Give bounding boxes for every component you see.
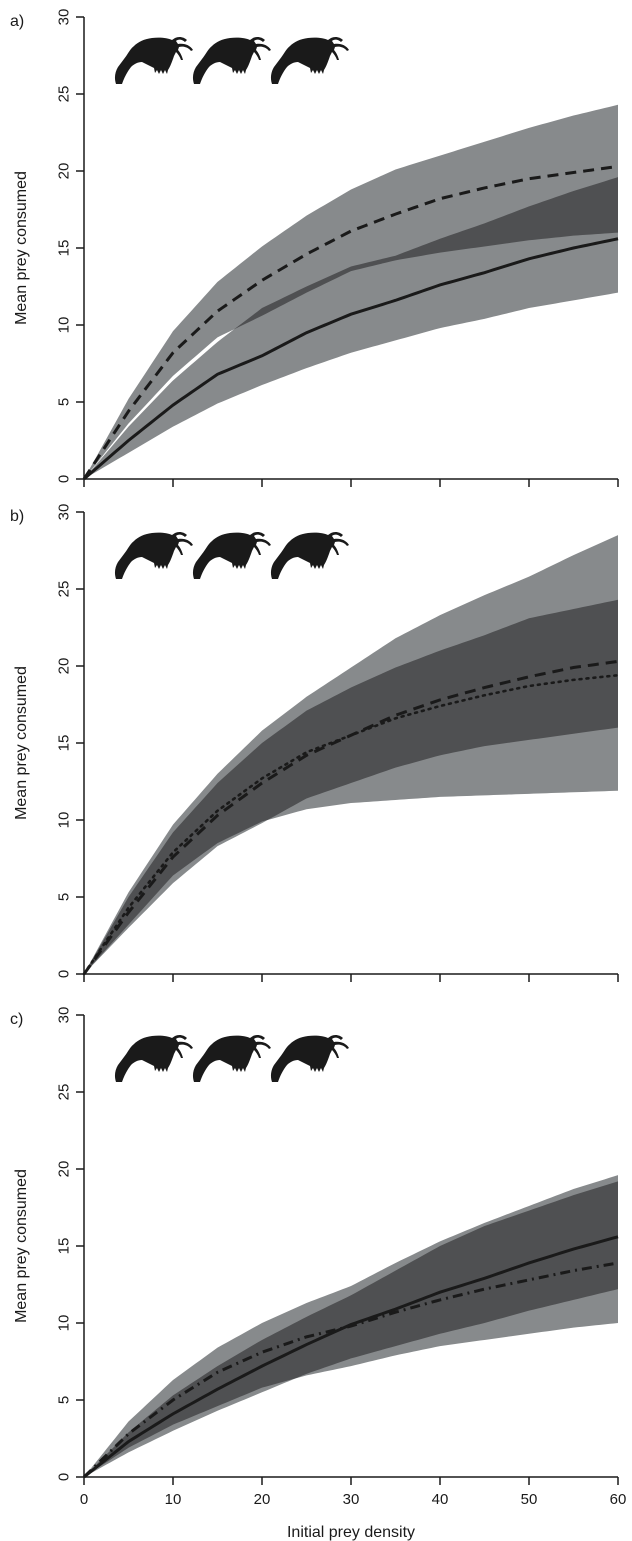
y-tick-label: 5 [56, 398, 73, 406]
y-tick-label: 20 [56, 1161, 73, 1178]
y-tick-label: 15 [56, 735, 73, 752]
y-tick-label: 30 [56, 9, 73, 26]
amphipod-icon [192, 1034, 271, 1082]
series-line-dashed [82, 164, 619, 480]
y-tick-label: 10 [56, 1315, 73, 1332]
x-tick-label: 40 [432, 1491, 449, 1508]
amphipod-icon [114, 36, 193, 84]
y-axis-title: Mean prey consumed [13, 171, 30, 325]
y-tick-label: 25 [56, 86, 73, 103]
y-tick-label: 0 [56, 475, 73, 483]
series-line-dotted [82, 673, 620, 976]
amphipod-icon [192, 36, 271, 84]
y-axis-title: Mean prey consumed [13, 666, 30, 820]
x-tick-label: 20 [254, 1491, 271, 1508]
y-tick-label: 5 [56, 893, 73, 901]
axes: 0 5 10 15 20 25 30 0 10 20 30 40 50 60 [56, 1007, 627, 1508]
y-tick-label: 20 [56, 658, 73, 675]
amphipod-icon [114, 531, 193, 579]
y-tick-label: 0 [56, 970, 73, 978]
y-tick-label: 30 [56, 1007, 73, 1024]
ci-band-solid [84, 177, 618, 479]
panel-b: 0 5 10 15 20 25 30 Mean prey consumed b) [10, 504, 620, 982]
y-tick-label: 0 [56, 1473, 73, 1481]
amphipod-icon [270, 531, 349, 579]
series-line-dashdot [82, 1261, 619, 1479]
y-tick-label: 15 [56, 240, 73, 257]
x-tick-label: 50 [521, 1491, 538, 1508]
panel-label: c) [10, 1011, 23, 1028]
axes: 0 5 10 15 20 25 30 [56, 9, 619, 487]
y-tick-label: 15 [56, 1238, 73, 1255]
amphipod-icon [192, 531, 271, 579]
ci-band-overlap [84, 599, 618, 974]
amphipod-icon [270, 1034, 349, 1082]
series-line-solid [83, 237, 619, 481]
y-tick-label: 10 [56, 317, 73, 334]
x-tick-label: 0 [80, 1491, 88, 1508]
axes: 0 5 10 15 20 25 30 [56, 504, 619, 982]
confidence-bands [84, 535, 618, 974]
y-axis-title: Mean prey consumed [13, 1169, 30, 1323]
y-tick-label: 25 [56, 1084, 73, 1101]
y-tick-label: 10 [56, 812, 73, 829]
ci-band-dashed [84, 104, 618, 479]
panel-label: a) [10, 13, 24, 30]
confidence-bands [84, 104, 618, 479]
panel-label: b) [10, 508, 24, 525]
y-tick-label: 30 [56, 504, 73, 521]
panel-a: 0 5 10 15 20 25 30 Mean prey consumed a) [10, 9, 619, 487]
x-tick-label: 10 [165, 1491, 182, 1508]
amphipod-icon [270, 36, 349, 84]
amphipod-icon [114, 1034, 193, 1082]
y-tick-label: 25 [56, 581, 73, 598]
y-tick-label: 5 [56, 1396, 73, 1404]
x-axis-title: Initial prey density [287, 1524, 415, 1541]
x-tick-label: 60 [610, 1491, 627, 1508]
x-tick-label: 30 [343, 1491, 360, 1508]
y-tick-label: 20 [56, 163, 73, 180]
panel-c: 0 5 10 15 20 25 30 0 10 20 30 40 50 60 Mean prey consu… [10, 1007, 626, 1541]
